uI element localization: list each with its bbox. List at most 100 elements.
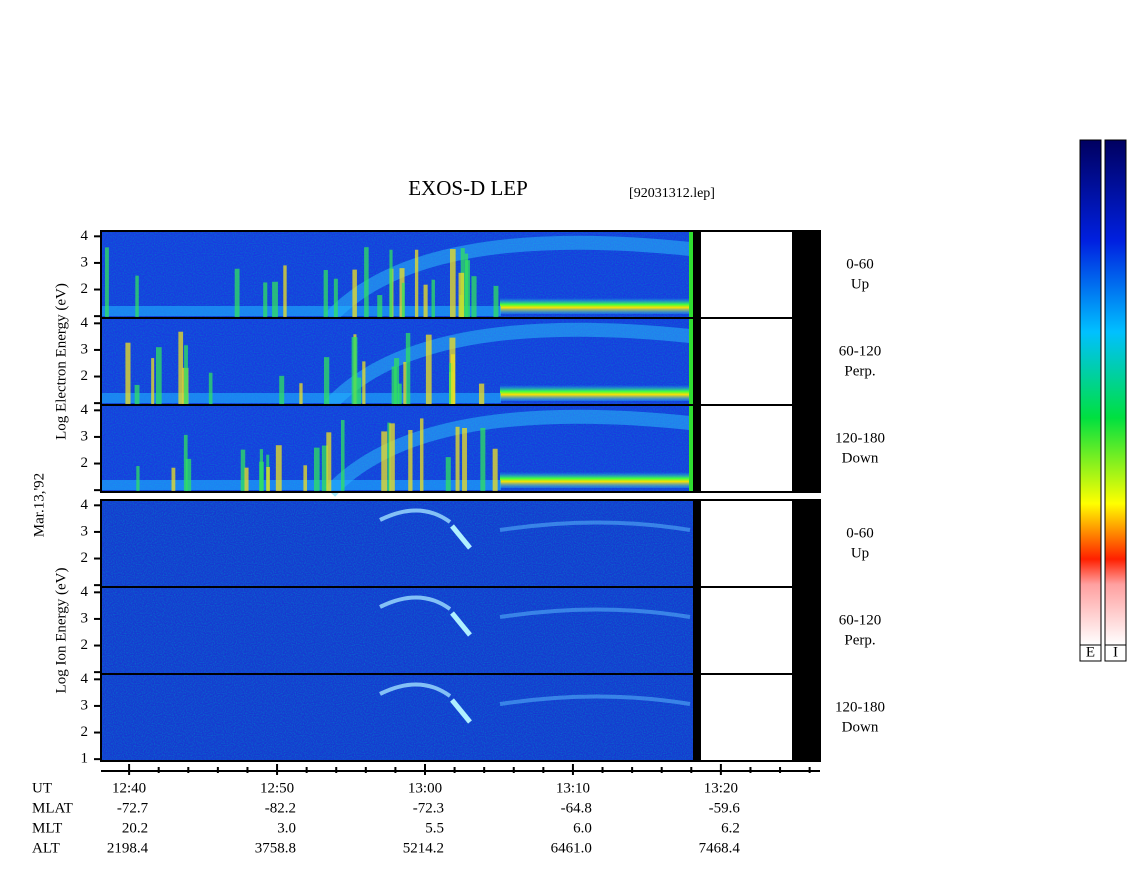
feature-streak: [381, 431, 388, 492]
feature-blob: [450, 611, 472, 637]
feature-streak: [403, 361, 408, 405]
feature-streak: [480, 427, 486, 492]
feature-streak: [450, 354, 455, 405]
feature-streak: [234, 268, 240, 318]
feature-streak: [134, 384, 140, 405]
feature-streak: [465, 260, 470, 318]
feature-arc: [499, 520, 691, 532]
x-tick-label: 12:50: [260, 780, 294, 796]
feature-streak: [321, 445, 328, 492]
feature-streak: [208, 372, 213, 405]
feature-streak: [155, 347, 162, 405]
y-tick-label: 4: [81, 315, 89, 331]
feature-streak: [240, 449, 246, 492]
feature-streak: [423, 284, 428, 318]
y-tick-label: 2: [81, 550, 89, 566]
angle-label: 120-180: [835, 430, 885, 446]
angle-label: 60-120: [839, 612, 882, 628]
angle-label: 60-120: [839, 343, 882, 359]
ephemeris-value: 3758.8: [255, 840, 296, 856]
feature-arc: [379, 508, 452, 524]
feature-streak: [449, 363, 453, 405]
angle-label: 0-60: [846, 525, 874, 541]
feature-streak: [362, 361, 366, 405]
color-bar-label: I: [1113, 644, 1118, 660]
angle-label: 120-180: [835, 699, 885, 715]
ephemeris-value: 3.0: [277, 820, 296, 836]
feature-streak: [275, 445, 282, 492]
feature-streak: [492, 448, 498, 492]
ephemeris-value: 6.2: [721, 820, 740, 836]
ephemeris-value: -72.7: [117, 800, 149, 816]
feature-streak: [449, 249, 456, 318]
feature-streak: [356, 377, 362, 405]
y-axis-label: Log Electron Energy (eV): [53, 283, 69, 440]
feature-streak: [185, 458, 192, 492]
feature-streak: [303, 465, 308, 492]
feature-band: [500, 298, 690, 314]
feature-streak: [323, 357, 330, 405]
y-tick-label: 3: [81, 610, 89, 626]
data-gap: [693, 500, 701, 761]
direction-label: Up: [851, 276, 869, 292]
data-gap: [792, 231, 820, 492]
y-tick-label: 1: [81, 751, 89, 767]
feature-streak: [313, 447, 320, 492]
direction-label: Perp.: [844, 363, 875, 379]
y-tick-label: 4: [81, 497, 89, 513]
feature-arc: [499, 694, 691, 706]
feature-blob: [450, 524, 472, 550]
y-tick-label: 3: [81, 428, 89, 444]
y-tick-label: 3: [81, 697, 89, 713]
feature-streak: [283, 265, 287, 318]
color-bar: [1079, 139, 1102, 646]
ephemeris-value: -64.8: [561, 800, 592, 816]
ephemeris-value: 5.5: [425, 820, 444, 836]
file-name: [92031312.lep]: [629, 186, 715, 201]
ephemeris-value: 2198.4: [107, 840, 149, 856]
color-bar: [1104, 139, 1127, 646]
y-tick-label: 3: [81, 341, 89, 357]
ephemeris-value: 6461.0: [551, 840, 592, 856]
feature-arc: [324, 235, 691, 323]
angle-label: 0-60: [846, 256, 874, 272]
feature-arc: [379, 595, 452, 611]
y-tick-label: 2: [81, 637, 89, 653]
feature-edge: [689, 318, 693, 405]
y-tick-label: 4: [81, 584, 89, 600]
no-data: [701, 500, 792, 761]
feature-streak: [333, 278, 338, 318]
feature-streak: [389, 423, 395, 492]
no-data: [701, 231, 792, 492]
direction-label: Down: [842, 719, 879, 735]
feature-streak: [178, 331, 184, 405]
ephemeris-value: -72.3: [413, 800, 444, 816]
feature-streak: [493, 285, 499, 318]
feature-streak: [151, 358, 155, 405]
y-tick-label: 2: [81, 455, 89, 471]
feature-streak: [263, 282, 268, 318]
feature-streak: [425, 334, 432, 405]
y-axis-label: Log Ion Energy (eV): [53, 568, 69, 694]
color-bar-label-box: [1104, 644, 1127, 662]
feature-streak: [419, 418, 424, 492]
feature-streak: [391, 366, 397, 405]
ephemeris-name: MLT: [32, 820, 62, 836]
feature-arc: [324, 409, 691, 497]
feature-streak: [387, 422, 391, 492]
feature-streak: [397, 383, 402, 405]
ephemeris-value: 5214.2: [403, 840, 444, 856]
feature-streak: [455, 426, 460, 492]
y-tick-label: 2: [81, 724, 89, 740]
feature-streak: [458, 272, 465, 318]
ephemeris-value: -59.6: [709, 800, 741, 816]
feature-streak: [405, 332, 411, 405]
x-tick-label: 12:40: [112, 780, 146, 796]
feature-streak: [389, 249, 393, 318]
feature-streak: [431, 279, 435, 318]
feature-streak: [326, 432, 332, 492]
ephemeris-name: ALT: [32, 840, 60, 856]
feature-streak: [401, 282, 405, 318]
feature-arc: [379, 682, 452, 698]
feature-streak: [377, 295, 383, 318]
